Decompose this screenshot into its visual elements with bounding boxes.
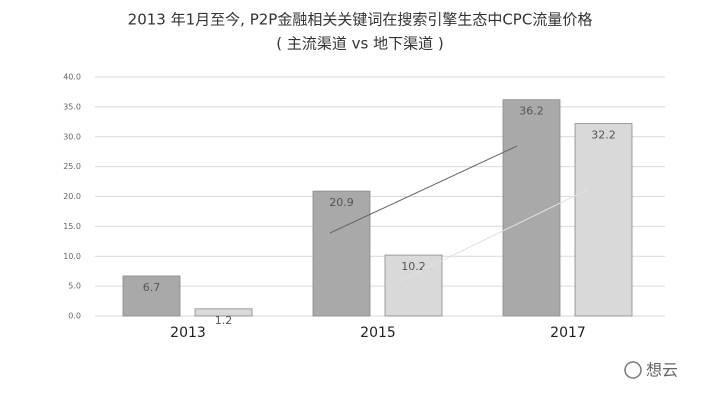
watermark: 想云 [624, 361, 678, 380]
y-tick-label: 30.0 [63, 132, 81, 141]
chart-subtitle: ( 主流渠道 vs 地下渠道 ) [276, 35, 443, 53]
data-label: 6.7 [143, 281, 161, 294]
bar [194, 308, 253, 317]
bar [384, 254, 443, 317]
watermark-icon [624, 361, 642, 379]
y-tick-label: 40.0 [63, 73, 81, 82]
x-tick-label: 2013 [170, 325, 206, 341]
trend-line [329, 145, 518, 234]
x-tick-label: 2017 [550, 325, 586, 341]
watermark-text: 想云 [646, 361, 678, 380]
data-label: 10.2 [401, 260, 426, 273]
y-tick-label: 5.0 [68, 282, 81, 291]
trend-line [399, 189, 588, 282]
data-label: 20.9 [329, 196, 354, 209]
y-tick-label: 20.0 [63, 192, 81, 201]
bar [574, 123, 633, 317]
y-tick-label: 15.0 [63, 222, 81, 231]
y-tick-label: 25.0 [63, 162, 81, 171]
bar [312, 190, 371, 317]
y-tick-label: 0.0 [68, 312, 81, 321]
y-tick-label: 35.0 [63, 102, 81, 111]
data-label: 1.2 [215, 314, 233, 327]
y-tick-label: 10.0 [63, 252, 81, 261]
bar [122, 275, 181, 317]
data-label: 32.2 [591, 129, 616, 142]
data-label: 36.2 [519, 105, 544, 118]
chart-title: 2013 年1月至今, P2P金融相关关键词在搜索引擎生态中CPC流量价格 [128, 11, 593, 29]
plot-area: 0.0 5.0 10.0 15.0 20.0 25.0 30.0 35.0 40.0 2013 6.… [63, 73, 665, 341]
x-tick-label: 2015 [360, 325, 396, 341]
